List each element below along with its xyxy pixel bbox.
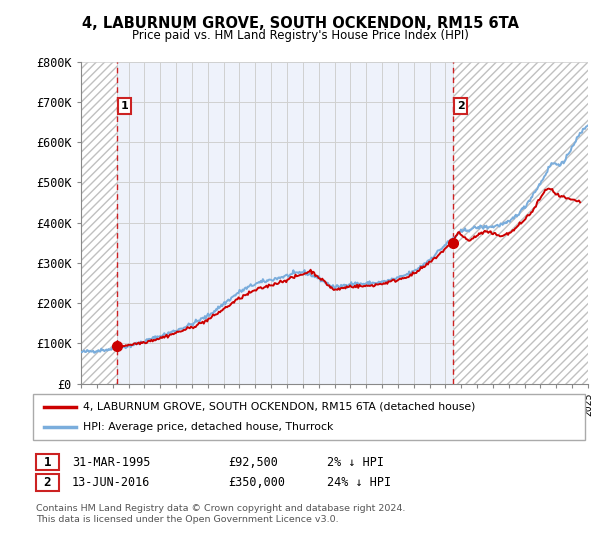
Text: Contains HM Land Registry data © Crown copyright and database right 2024.: Contains HM Land Registry data © Crown c…: [36, 504, 406, 513]
Text: 1: 1: [121, 101, 128, 111]
Text: 4, LABURNUM GROVE, SOUTH OCKENDON, RM15 6TA (detached house): 4, LABURNUM GROVE, SOUTH OCKENDON, RM15 …: [83, 402, 476, 412]
Text: 24% ↓ HPI: 24% ↓ HPI: [327, 476, 391, 489]
Text: 2: 2: [44, 476, 51, 489]
Text: 1: 1: [44, 455, 51, 469]
Text: 4, LABURNUM GROVE, SOUTH OCKENDON, RM15 6TA: 4, LABURNUM GROVE, SOUTH OCKENDON, RM15 …: [82, 16, 518, 31]
Text: 2: 2: [457, 101, 464, 111]
Text: HPI: Average price, detached house, Thurrock: HPI: Average price, detached house, Thur…: [83, 422, 334, 432]
Text: Price paid vs. HM Land Registry's House Price Index (HPI): Price paid vs. HM Land Registry's House …: [131, 29, 469, 42]
Text: This data is licensed under the Open Government Licence v3.0.: This data is licensed under the Open Gov…: [36, 515, 338, 524]
Text: £92,500: £92,500: [228, 455, 278, 469]
Text: 13-JUN-2016: 13-JUN-2016: [72, 476, 151, 489]
Text: 31-MAR-1995: 31-MAR-1995: [72, 455, 151, 469]
Text: £350,000: £350,000: [228, 476, 285, 489]
Text: 2% ↓ HPI: 2% ↓ HPI: [327, 455, 384, 469]
